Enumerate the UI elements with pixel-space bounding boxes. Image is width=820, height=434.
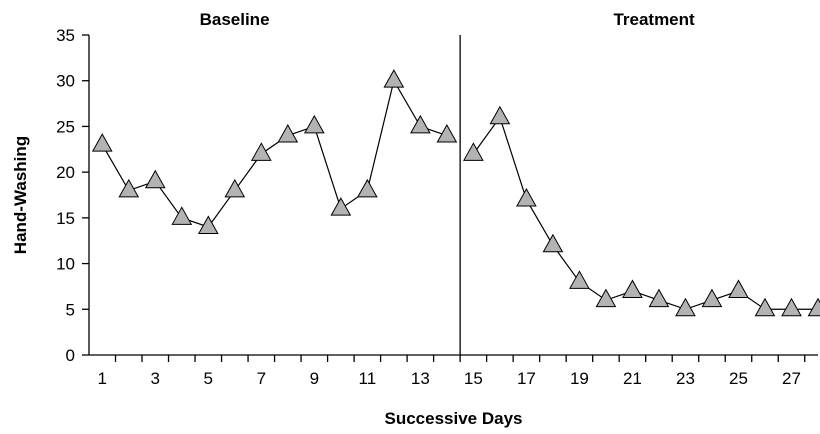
data-series	[91, 69, 820, 317]
x-tick-label: 13	[411, 369, 430, 388]
y-tick-label: 0	[66, 346, 75, 365]
data-point-marker	[728, 279, 749, 298]
x-tick-label: 1	[98, 369, 107, 388]
x-tick-label: 5	[204, 369, 213, 388]
data-point-marker	[171, 206, 193, 225]
series-line-0	[101, 79, 448, 228]
data-point-marker	[277, 124, 299, 143]
phase-label-baseline: Baseline	[200, 10, 270, 29]
data-point-marker	[118, 178, 140, 198]
data-point-marker	[595, 288, 617, 308]
data-point-marker	[622, 279, 643, 298]
data-point-marker	[383, 69, 405, 88]
y-axis-title: Hand-Washing	[11, 136, 30, 254]
x-tick-label: 3	[151, 369, 160, 388]
y-tick-labels: 0 5 10 15 20 25 30 35	[56, 26, 75, 365]
data-point-marker	[463, 142, 484, 161]
data-point-marker	[197, 215, 219, 234]
data-point-marker	[648, 288, 670, 308]
axes	[82, 34, 818, 362]
data-point-marker	[781, 297, 802, 317]
data-point-marker	[542, 233, 564, 253]
y-tick-label: 25	[56, 117, 75, 136]
x-tick-label: 7	[257, 369, 266, 388]
data-point-marker	[410, 114, 431, 134]
data-point-marker	[144, 169, 166, 189]
y-tick-label: 5	[66, 300, 75, 319]
y-tick-label: 30	[56, 72, 75, 91]
data-point-marker	[91, 133, 113, 152]
data-point-marker	[224, 178, 246, 198]
x-axis-title: Successive Days	[385, 409, 523, 428]
data-point-marker	[675, 297, 696, 317]
data-point-marker	[569, 270, 590, 289]
data-point-marker	[356, 178, 378, 198]
x-tick-label: 25	[729, 369, 748, 388]
phase-label-treatment: Treatment	[613, 10, 695, 29]
x-tick-label: 21	[623, 369, 642, 388]
x-tick-label: 17	[517, 369, 536, 388]
data-point-marker	[489, 105, 511, 125]
x-tick-label: 11	[359, 369, 377, 388]
x-tick-label: 23	[676, 369, 695, 388]
phase-labels: Baseline Treatment	[200, 10, 695, 29]
x-tick-label: 15	[464, 369, 483, 388]
series-line-1	[472, 115, 818, 310]
data-point-marker	[303, 114, 325, 134]
data-point-marker	[754, 297, 776, 317]
data-point-marker	[516, 188, 537, 207]
x-tick-label: 27	[782, 369, 801, 388]
x-tick-labels: 1 3 5 7 9 11 13 15 17 19 21 23 25 27	[98, 369, 801, 388]
y-tick-label: 10	[56, 255, 75, 274]
data-point-marker	[701, 288, 723, 308]
x-tick-label: 9	[310, 369, 319, 388]
y-tick-label: 20	[56, 163, 75, 182]
x-tick-label: 19	[570, 369, 589, 388]
data-point-marker	[250, 142, 272, 161]
y-tick-label: 35	[56, 26, 75, 45]
y-tick-label: 15	[56, 209, 75, 228]
data-point-marker	[807, 297, 820, 317]
data-point-marker	[330, 197, 352, 216]
data-point-marker	[436, 124, 458, 143]
